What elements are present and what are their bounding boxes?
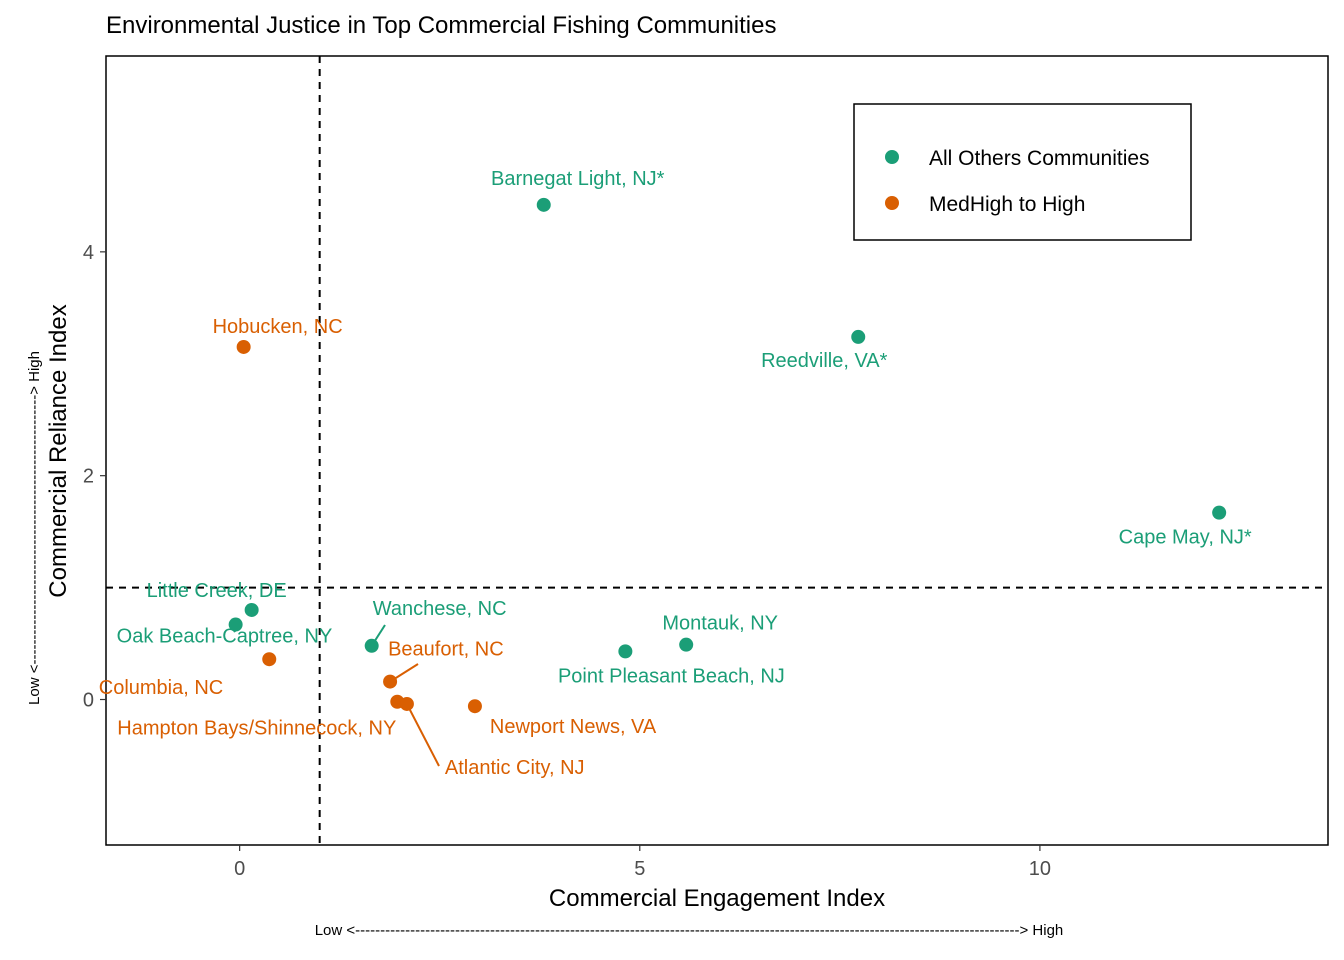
- data-point: [262, 652, 277, 667]
- data-point-label: Little Creek, DE: [147, 580, 287, 602]
- data-point-label: Beaufort, NC: [388, 639, 504, 661]
- data-point: [618, 644, 633, 659]
- y-axis-title: Commercial Reliance Index: [45, 304, 72, 597]
- data-point-label: Newport News, VA: [490, 716, 657, 738]
- legend-key-medhigh: [885, 196, 899, 210]
- y-tick-label: 0: [83, 690, 94, 712]
- legend-label-medhigh: MedHigh to High: [929, 193, 1085, 216]
- data-point-label: Atlantic City, NJ: [445, 757, 585, 779]
- x-axis-title: Commercial Engagement Index: [549, 885, 885, 912]
- x-tick-label: 10: [1029, 858, 1051, 880]
- data-point: [851, 329, 866, 344]
- data-point: [467, 699, 482, 714]
- data-point-label: Hobucken, NC: [213, 316, 343, 338]
- legend-label-all-others: All Others Communities: [929, 147, 1150, 170]
- data-point-label: Oak Beach-Captree, NY: [117, 626, 333, 648]
- y-axis-direction-note: Low <-----------------------------------…: [26, 351, 43, 705]
- label-leader-line: [406, 703, 440, 767]
- x-tick-label: 0: [234, 858, 245, 880]
- legend-key-all-others: [885, 150, 899, 164]
- data-point: [364, 638, 379, 653]
- data-point-label: Barnegat Light, NJ*: [491, 168, 665, 190]
- data-point: [244, 602, 259, 617]
- data-point-label: Montauk, NY: [662, 613, 778, 635]
- legend-box: [853, 103, 1192, 241]
- reference-lines: [106, 56, 1328, 845]
- legend: All Others Communities MedHigh to High: [853, 103, 1192, 241]
- data-point: [228, 617, 243, 632]
- data-point: [679, 637, 694, 652]
- chart-title: Environmental Justice in Top Commercial …: [106, 12, 776, 39]
- y-tick-label: 2: [83, 466, 94, 488]
- data-points: [228, 197, 1227, 714]
- data-point: [536, 197, 551, 212]
- data-point: [383, 674, 398, 689]
- y-tick-label: 4: [83, 242, 94, 264]
- plot-panel-border: [105, 55, 1329, 846]
- data-point-label: Reedville, VA*: [761, 350, 888, 372]
- data-point-label: Hampton Bays/Shinnecock, NY: [117, 718, 396, 740]
- x-axis-direction-note: Low <-----------------------------------…: [315, 922, 1064, 939]
- data-point-label: Wanchese, NC: [373, 598, 507, 620]
- x-tick-label: 5: [634, 858, 645, 880]
- data-point: [236, 339, 251, 354]
- point-labels: Barnegat Light, NJ* Reedville, VA* Cape Ma…: [99, 168, 1252, 779]
- data-point: [1212, 505, 1227, 520]
- data-point-label: Cape May, NJ*: [1119, 527, 1252, 549]
- data-point-label: Point Pleasant Beach, NJ: [558, 665, 785, 687]
- data-point: [399, 696, 414, 711]
- data-point-label: Columbia, NC: [99, 677, 223, 699]
- axis-ticks: 0 5 10 0 2 4: [83, 242, 1051, 880]
